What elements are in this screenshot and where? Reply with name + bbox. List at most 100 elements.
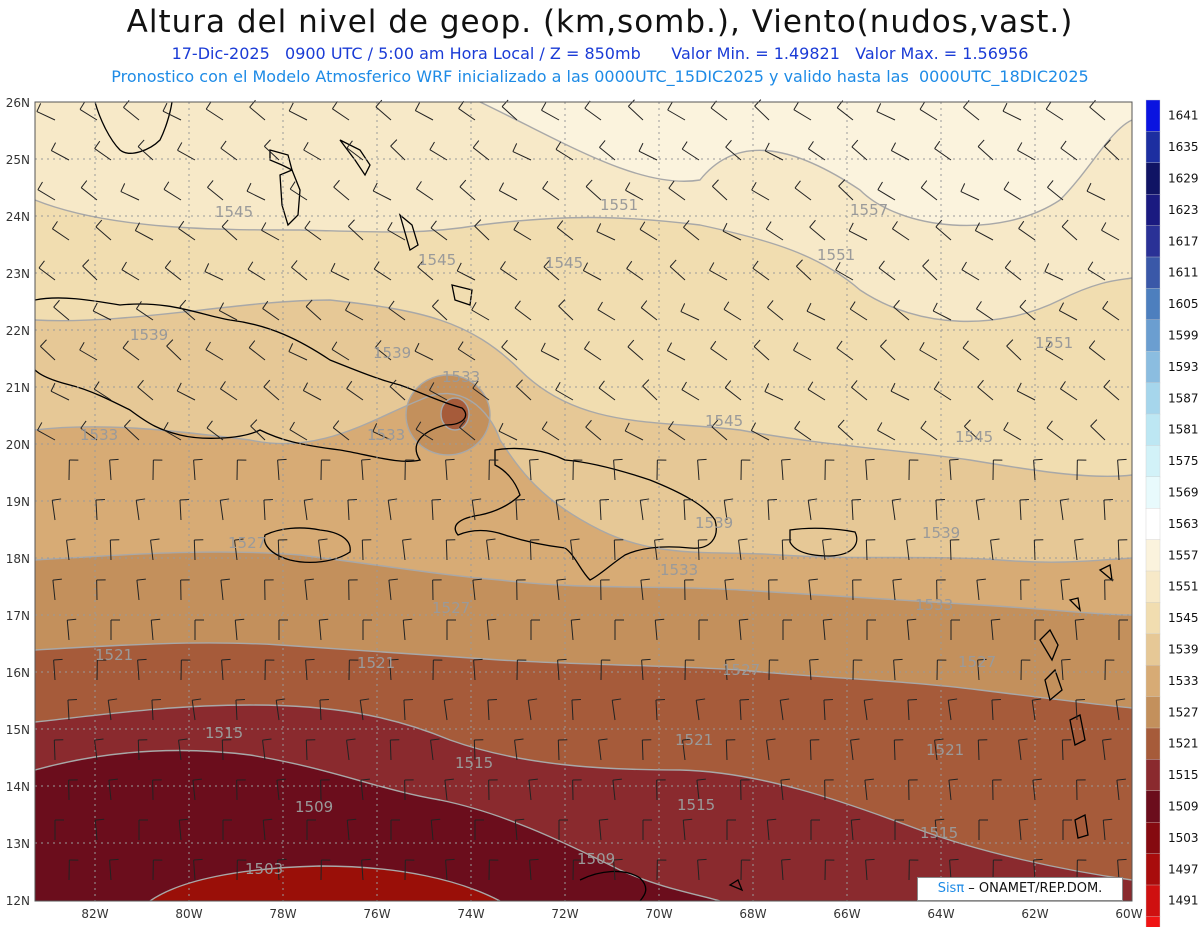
wind-barb (346, 380, 364, 401)
wind-barb (681, 141, 700, 161)
wind-barb (849, 301, 868, 321)
wind-barb (992, 859, 1003, 881)
wind-barb (627, 339, 644, 361)
wind-barb (486, 618, 497, 641)
colorbar-swatch (1145, 790, 1161, 823)
wind-barb (152, 459, 163, 481)
wind-barb (247, 261, 266, 281)
bahamas-abaco (269, 149, 293, 172)
wind-barb (150, 618, 161, 641)
wind-barb (906, 618, 917, 641)
wind-barb (429, 382, 448, 401)
wind-barb (961, 261, 980, 281)
wind-barb (304, 578, 314, 601)
wind-barb (810, 819, 820, 840)
wind-barb (445, 539, 456, 561)
wind-barb (346, 738, 356, 761)
wind-barb (234, 618, 245, 641)
wind-barb (852, 579, 862, 601)
wind-barb (263, 379, 280, 401)
wind-barb (417, 259, 434, 281)
contour-label: 1533 (442, 368, 480, 386)
contour-label: 1551 (817, 246, 855, 264)
wind-barb (893, 658, 903, 681)
wind-barb (1018, 220, 1036, 241)
wind-barb (79, 341, 98, 361)
wind-barb (865, 858, 875, 881)
wind-barb (347, 499, 357, 521)
wind-barb (264, 659, 275, 681)
lon-label: 68W (739, 907, 766, 921)
wind-barb (1116, 778, 1126, 801)
wind-barb (877, 181, 896, 201)
wind-barb (768, 579, 778, 601)
contour-label: 1509 (577, 850, 615, 868)
wind-barb (848, 222, 868, 241)
wind-barb (218, 302, 238, 321)
wind-barb (501, 99, 518, 121)
wind-barb (206, 420, 224, 441)
wind-barb (541, 102, 560, 121)
wind-barb (1117, 858, 1127, 881)
lat-label: 13N (6, 837, 30, 851)
wind-barb (656, 779, 666, 801)
colorbar-label: 1515 (1168, 768, 1199, 782)
wind-barb (625, 182, 644, 201)
wind-barb (191, 698, 202, 721)
wind-barb (894, 819, 904, 840)
wind-barb (990, 538, 1000, 561)
wind-barb (219, 498, 230, 521)
wind-barb (1033, 858, 1043, 881)
wind-barb (824, 779, 834, 801)
wind-barb (964, 419, 980, 441)
wind-barb (892, 578, 902, 601)
wind-barb (570, 538, 580, 561)
lat-label: 16N (6, 666, 30, 680)
wind-barb (863, 698, 874, 721)
lon-label: 64W (927, 907, 954, 921)
wind-barb (121, 261, 140, 281)
wind-barb (429, 141, 448, 161)
wind-barb (431, 499, 441, 521)
wind-barb (681, 381, 700, 401)
lon-label: 78W (269, 907, 296, 921)
wind-barb (430, 220, 448, 241)
wind-barb (345, 302, 364, 321)
wind-barb (320, 859, 331, 881)
wind-barb (1004, 260, 1022, 281)
wind-barb (767, 499, 777, 521)
wind-barb (54, 819, 64, 840)
wind-barb (684, 659, 695, 681)
wind-barb (514, 818, 525, 841)
wind-barb (764, 142, 784, 161)
wind-barb (1034, 619, 1044, 640)
contour-label: 1557 (850, 201, 888, 219)
wind-barb (684, 579, 694, 601)
wind-barb (389, 379, 406, 401)
contour-label: 1539 (695, 514, 733, 532)
contour-label: 1551 (600, 196, 638, 214)
wind-barb (457, 341, 476, 361)
wind-barb (907, 699, 917, 721)
wind-barb (288, 102, 308, 121)
wind-barb (852, 659, 863, 681)
wind-barb (866, 619, 876, 640)
wind-barb (540, 342, 560, 361)
wind-barb (1061, 739, 1072, 761)
lat-label: 17N (6, 609, 30, 623)
wind-barb (221, 739, 232, 761)
chart-title: Altura del nivel de geop. (km,somb.), Vi… (126, 4, 1074, 40)
colorbar-swatch (1145, 445, 1161, 478)
wind-barb (134, 222, 154, 241)
wind-barb (740, 859, 751, 881)
wind-barb (542, 180, 560, 201)
wind-barb (584, 341, 602, 361)
wind-barb (163, 421, 182, 441)
wind-barb (474, 819, 484, 840)
wind-barb (1044, 263, 1064, 281)
wind-barb (992, 459, 1003, 481)
contour-label: 1527 (228, 534, 266, 552)
wind-barb (220, 578, 230, 601)
wind-barb (361, 458, 371, 481)
wind-barb (204, 263, 224, 281)
